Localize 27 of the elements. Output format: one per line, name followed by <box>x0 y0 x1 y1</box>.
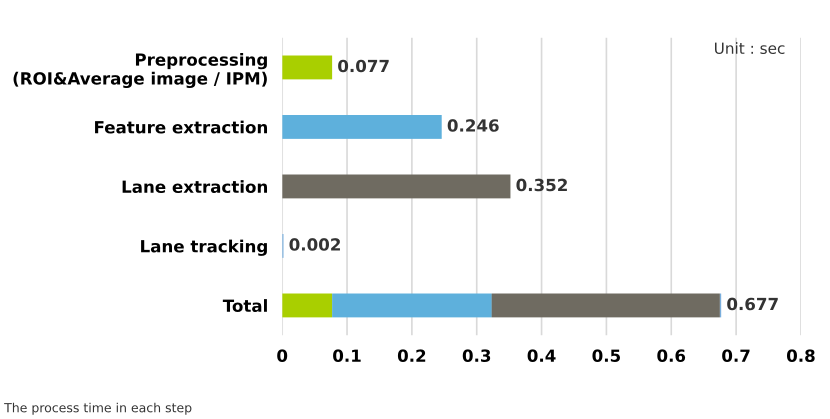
y-tick-label: Preprocessing (ROI&Average image / IPM) <box>14 52 267 88</box>
x-tick-label: 0 <box>277 349 288 362</box>
x-tick-label: 0.2 <box>398 349 426 362</box>
x-tick-label: 0.6 <box>657 349 686 362</box>
bar <box>282 56 332 80</box>
x-tick-label: 0.8 <box>786 349 815 362</box>
total-label: 0.352 <box>516 178 567 192</box>
bar <box>282 294 332 318</box>
y-tick-label: Lane tracking <box>141 240 267 256</box>
bar <box>332 294 492 318</box>
bar <box>282 115 442 139</box>
text: The process time in each step <box>4 402 192 415</box>
x-tick-label: 0.1 <box>333 349 361 362</box>
bar <box>282 174 510 198</box>
total-label: 0.246 <box>448 119 499 132</box>
x-tick-label: 0.7 <box>722 349 750 362</box>
x-tick-label: 0.3 <box>462 349 490 362</box>
y-tick-label: Lane extraction <box>122 180 268 194</box>
x-tick-label: 0.5 <box>592 349 620 362</box>
total-label: 0.002 <box>289 238 340 251</box>
bar <box>492 294 720 318</box>
annotation: Unit : sec <box>715 42 784 54</box>
total-label: 0.677 <box>727 298 778 310</box>
total-label: 0.077 <box>338 60 389 72</box>
y-tick-label: Total <box>222 299 267 312</box>
x-tick-label: 0.4 <box>528 349 556 362</box>
y-tick-label: Feature extraction <box>95 120 268 134</box>
